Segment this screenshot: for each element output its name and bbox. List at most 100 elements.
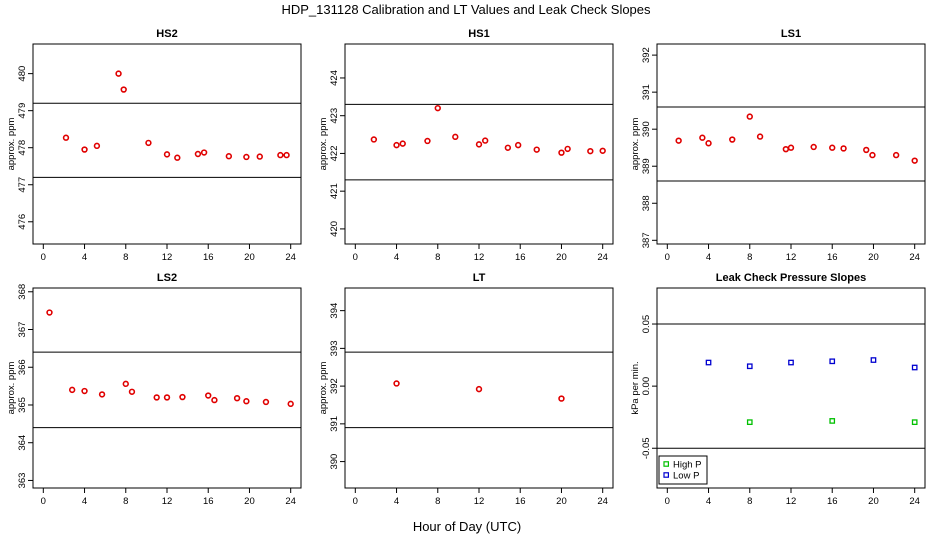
x-tick-label: 4 xyxy=(394,496,399,507)
y-tick-label: 393 xyxy=(329,340,340,356)
data-point xyxy=(729,136,736,143)
y-tick-label: 389 xyxy=(641,158,652,174)
data-point xyxy=(243,153,250,161)
data-point xyxy=(829,418,836,424)
data-point xyxy=(434,104,441,112)
data-point xyxy=(788,359,794,366)
y-tick-label: 422 xyxy=(329,146,340,162)
plot-frame xyxy=(656,43,926,245)
data-point xyxy=(174,154,181,161)
x-tick-label: 8 xyxy=(435,496,440,507)
data-point xyxy=(277,151,284,159)
panel-title: HS2 xyxy=(156,28,177,40)
data-point xyxy=(564,145,571,153)
y-tick-label: 363 xyxy=(17,473,28,489)
plot-frame xyxy=(344,287,614,489)
data-point xyxy=(911,419,918,426)
data-point xyxy=(200,149,208,156)
x-tick-label: 12 xyxy=(474,496,485,507)
data-point xyxy=(892,151,900,159)
x-tick-label: 12 xyxy=(162,252,173,263)
data-point xyxy=(399,140,406,147)
data-point xyxy=(829,358,836,365)
data-point xyxy=(424,137,431,145)
data-point xyxy=(746,419,753,426)
figure-x-axis-label: Hour of Day (UTC) xyxy=(413,519,521,534)
data-point xyxy=(787,144,795,151)
data-point xyxy=(98,391,106,398)
data-point xyxy=(153,394,160,401)
data-point xyxy=(705,359,712,366)
x-tick-label: 0 xyxy=(353,496,358,507)
data-point xyxy=(243,398,250,405)
data-point xyxy=(128,388,136,395)
x-tick-label: 4 xyxy=(706,496,711,507)
x-tick-label: 16 xyxy=(203,496,214,507)
data-point xyxy=(393,380,400,387)
legend-entry: Low P xyxy=(673,471,699,482)
data-point xyxy=(699,134,706,141)
y-tick-label: 394 xyxy=(329,303,340,319)
y-tick-label: 423 xyxy=(329,108,340,124)
x-tick-label: 16 xyxy=(203,252,214,263)
x-tick-label: 4 xyxy=(82,252,87,263)
y-tick-label: 476 xyxy=(17,214,28,230)
data-point xyxy=(81,146,88,153)
data-point xyxy=(840,145,847,152)
x-tick-label: 20 xyxy=(244,496,255,507)
plot-frame xyxy=(344,43,614,245)
y-tick-label: 365 xyxy=(17,397,28,413)
y-tick-label: 367 xyxy=(17,322,28,338)
y-axis-label: approx. ppm xyxy=(6,118,17,171)
y-tick-label: 477 xyxy=(17,177,28,193)
x-tick-label: 0 xyxy=(353,252,358,263)
y-tick-label: 478 xyxy=(17,140,28,156)
y-tick-label: 368 xyxy=(17,284,28,300)
data-point xyxy=(62,134,70,141)
data-point xyxy=(233,394,241,402)
y-tick-label: 391 xyxy=(329,416,340,432)
data-point xyxy=(756,133,764,140)
data-point xyxy=(810,143,817,151)
x-tick-label: 16 xyxy=(515,496,526,507)
data-point xyxy=(475,141,483,148)
legend-box xyxy=(658,455,708,485)
data-point xyxy=(205,392,212,399)
data-point xyxy=(599,147,606,154)
data-point xyxy=(558,395,565,402)
panel-title: LT xyxy=(473,272,486,284)
y-tick-label: 366 xyxy=(17,359,28,375)
y-axis-label: approx. ppm xyxy=(318,118,329,171)
x-tick-label: 24 xyxy=(909,496,920,507)
x-tick-label: 4 xyxy=(394,252,399,263)
data-point xyxy=(283,151,290,159)
y-tick-label: 392 xyxy=(329,378,340,394)
x-tick-label: 0 xyxy=(41,496,46,507)
data-point xyxy=(163,151,171,158)
data-point xyxy=(256,153,263,160)
y-tick-label: 388 xyxy=(641,195,652,211)
x-tick-label: 16 xyxy=(515,252,526,263)
data-point xyxy=(481,137,489,144)
x-tick-label: 24 xyxy=(597,252,608,263)
panel-title: Leak Check Pressure Slopes xyxy=(716,272,866,284)
data-point xyxy=(393,141,400,149)
legend-marker xyxy=(663,461,670,467)
x-tick-label: 20 xyxy=(556,496,567,507)
x-tick-label: 8 xyxy=(123,496,128,507)
data-point xyxy=(179,393,186,401)
x-tick-label: 12 xyxy=(786,252,797,263)
y-axis-label: approx. ppm xyxy=(630,118,641,171)
data-point xyxy=(211,396,218,404)
chart-panel: Leak Check Pressure Slopes 0 4 8 12 16 20 24 -0.… xyxy=(630,272,926,507)
data-point xyxy=(93,142,101,150)
x-tick-label: 8 xyxy=(747,252,752,263)
data-point xyxy=(782,145,790,153)
chart-panel: LS1 0 4 8 12 16 20 24 387 388 389 390 391 392 approx. … xyxy=(630,28,926,263)
y-tick-label: 480 xyxy=(17,66,28,82)
panel-title: LS2 xyxy=(157,272,177,284)
x-tick-label: 24 xyxy=(285,252,296,263)
panel-title: HS1 xyxy=(468,28,489,40)
